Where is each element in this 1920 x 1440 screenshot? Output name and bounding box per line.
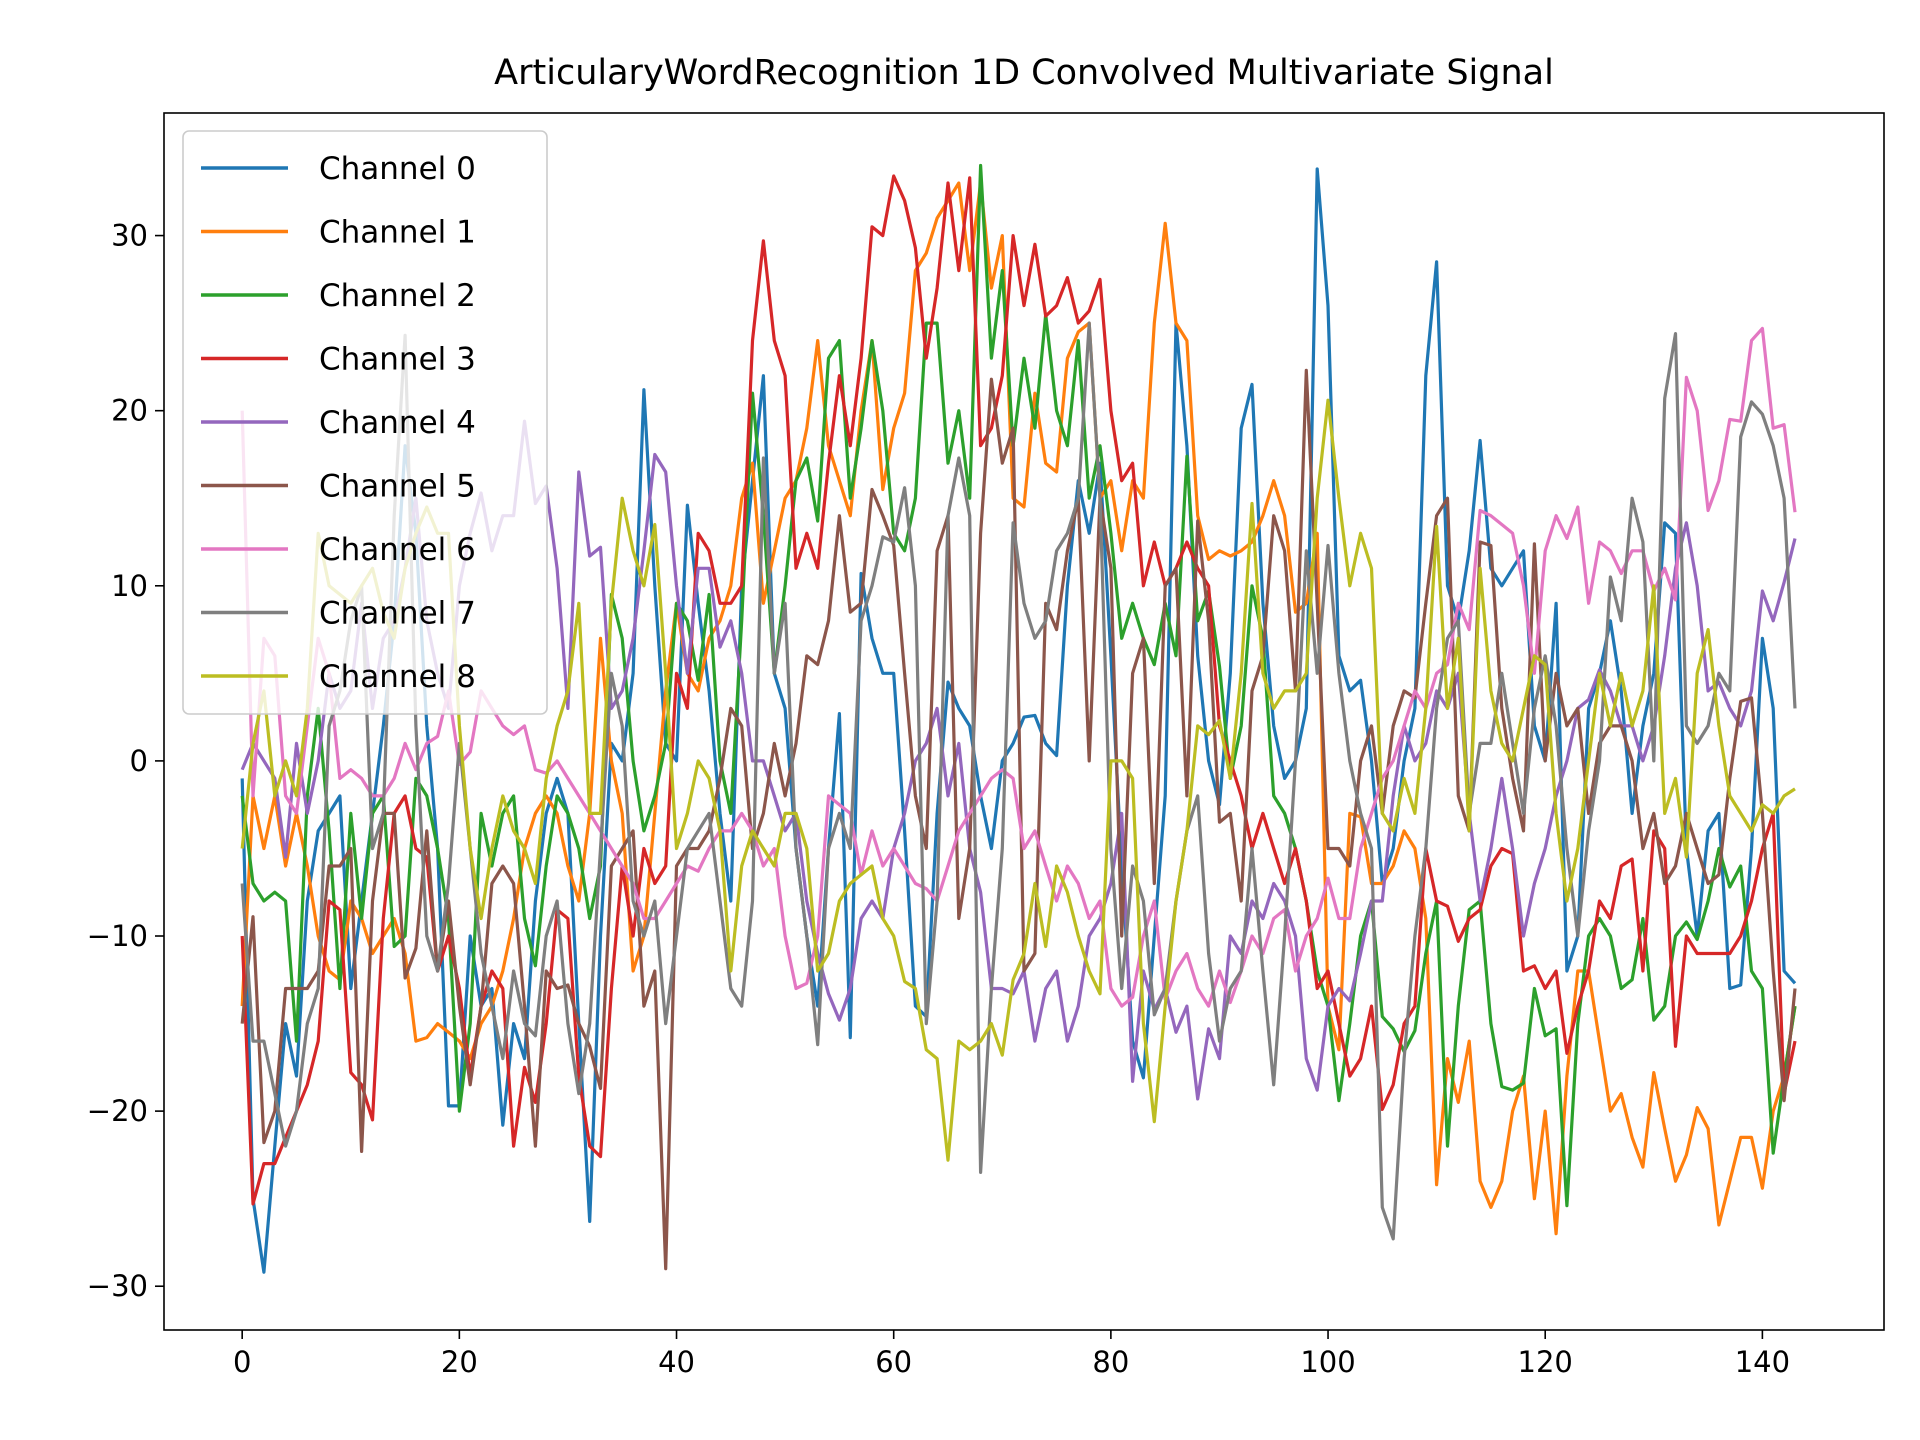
series-line-channel-6 (240, 326, 1797, 1008)
legend-label-channel-4: Channel 4 (319, 405, 476, 441)
series-line-channel-3 (240, 174, 1797, 1206)
x-axis: 0 20 40 60 80 100 120 140 (233, 1330, 1790, 1379)
series-line-channel-1 (240, 181, 1797, 1236)
legend-label-channel-5: Channel 5 (319, 469, 476, 505)
legend-label-channel-8: Channel 8 (319, 659, 476, 695)
y-axis: −30 −20 −10 0 10 20 30 (87, 219, 164, 1303)
legend-label-channel-6: Channel 6 (319, 532, 476, 568)
x-tick-label: 20 (441, 1345, 478, 1379)
y-tick-label: −20 (87, 1094, 148, 1128)
y-tick-label: 30 (111, 219, 148, 253)
series-line-channel-2 (240, 163, 1797, 1208)
x-tick-label: 60 (875, 1345, 912, 1379)
legend-label-channel-2: Channel 2 (319, 278, 476, 314)
legend-box (182, 130, 548, 715)
y-tick-label: −10 (87, 919, 148, 953)
plot-lines (240, 163, 1797, 1274)
x-tick-label: 0 (233, 1345, 251, 1379)
y-tick-label: 20 (111, 394, 148, 428)
x-tick-label: 120 (1518, 1345, 1573, 1379)
legend: Channel 0 Channel 1 Channel 2 Channel 3 Chan… (182, 130, 548, 715)
y-tick-label: 0 (130, 744, 148, 778)
axes-frame (163, 112, 1885, 1331)
y-tick-label: −30 (87, 1269, 148, 1303)
series-line-channel-5 (240, 368, 1797, 1271)
series-line-channel-7 (240, 321, 1797, 1241)
legend-label-channel-1: Channel 1 (319, 215, 476, 251)
legend-label-channel-3: Channel 3 (319, 342, 476, 378)
legend-label-channel-7: Channel 7 (319, 596, 476, 632)
x-tick-label: 100 (1300, 1345, 1355, 1379)
x-tick-label: 80 (1092, 1345, 1129, 1379)
chart-title: ArticularyWordRecognition 1D Convolved M… (494, 53, 1554, 93)
legend-label-channel-0: Channel 0 (319, 151, 476, 187)
y-tick-label: 10 (111, 569, 148, 603)
x-tick-label: 40 (658, 1345, 695, 1379)
x-tick-label: 140 (1735, 1345, 1790, 1379)
series-line-channel-8 (240, 398, 1796, 1162)
